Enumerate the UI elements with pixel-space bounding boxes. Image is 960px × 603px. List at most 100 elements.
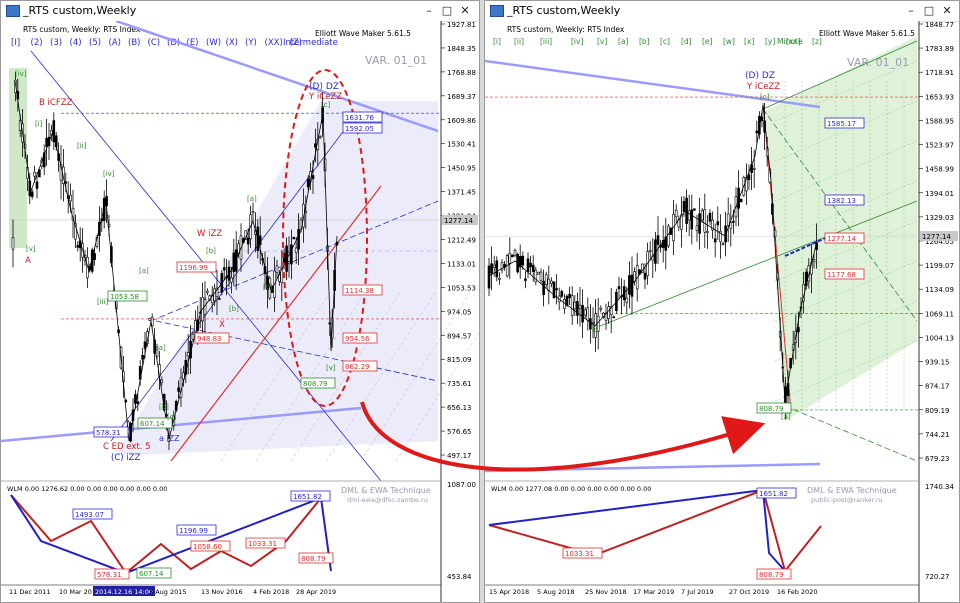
right-date-3: 17 Mar 2019: [633, 588, 674, 596]
right-pitch-grid-h: [774, 60, 918, 122]
right-candle: [544, 274, 548, 285]
left-candle: [35, 181, 39, 189]
right-candle: [703, 209, 707, 233]
left-candle: [268, 277, 272, 299]
left-date-2: 2014.12.16 14:00: [95, 588, 153, 596]
right-price-1585: 1585.17: [827, 120, 856, 128]
left-current-price-box: [442, 215, 478, 226]
right-sub-wave-b: b: [593, 326, 598, 334]
right-price-808-box: [756, 402, 792, 414]
right-candle: [693, 208, 696, 211]
left-candle: [45, 137, 48, 147]
maximize-button[interactable]: □: [923, 4, 935, 17]
left-axis-label-3: 1689.37: [447, 93, 476, 101]
left-sub-wave-1: [i]: [35, 120, 43, 128]
left-candle: [40, 159, 44, 167]
right-candle: [664, 236, 668, 251]
right-price-path: [488, 104, 818, 402]
right-osc-1033-box: [562, 547, 603, 559]
left-candle: [304, 211, 308, 214]
left-upper-channel-line: [115, 21, 439, 133]
right-candle: [565, 295, 569, 306]
left-chart-window[interactable]: _RTS custom,Weekly – □ ✕ RTS custom, Wee…: [0, 0, 480, 603]
left-wave-button-4: (5): [89, 38, 101, 48]
right-current-price-box: [920, 231, 958, 242]
right-candle: [695, 225, 699, 231]
right-candle: [508, 252, 512, 264]
left-candle: [93, 253, 96, 261]
left-candle: [258, 235, 262, 245]
right-candle: [552, 281, 556, 299]
right-wave-button-11: [x]: [744, 37, 754, 46]
right-axis-label-18: 679.23: [925, 455, 950, 463]
left-title-bar[interactable]: _RTS custom,Weekly – □ ✕: [1, 1, 479, 22]
right-candle: [716, 221, 720, 226]
right-title-bar[interactable]: _RTS custom,Weekly – □ ✕: [485, 1, 959, 22]
left-grid-dash: [290, 290, 402, 462]
left-price-1631: 1631.76: [345, 114, 374, 122]
right-pitch-grid-h: [774, 220, 918, 282]
left-sub-wave-10: [b]: [229, 305, 239, 313]
left-wave-w-izz: W iZZ: [197, 229, 222, 239]
right-candle: [583, 309, 587, 316]
left-price-1592: 1592.05: [345, 125, 374, 133]
right-price-1382: 1382.13: [827, 197, 856, 205]
left-plugin-label: Elliott Wave Maker 5.61.5: [315, 29, 411, 38]
maximize-button[interactable]: □: [441, 4, 453, 17]
right-price-808: 808.79: [759, 405, 784, 413]
right-axis-label-4: 1588.95: [925, 117, 954, 125]
right-candle: [706, 231, 709, 233]
right-price-1382-box: [824, 194, 865, 206]
right-candle: [573, 301, 577, 310]
right-wave-button-5: [a]: [618, 37, 629, 46]
close-button[interactable]: ✕: [460, 4, 470, 17]
right-candle: [500, 262, 504, 271]
left-candle: [64, 181, 68, 184]
left-chart-canvas[interactable]: RTS custom, Weekly: RTS Index[I] (2) (3) (4…: [1, 21, 480, 603]
right-osc-808-box: [756, 568, 792, 580]
left-sub-wave-7: [b]: [206, 247, 216, 255]
left-wave-button-1: (2): [31, 38, 43, 48]
right-candle: [758, 115, 761, 135]
left-candle: [141, 354, 144, 360]
left-price-1114: 1114.38: [345, 287, 374, 295]
minimize-button[interactable]: –: [426, 4, 432, 17]
right-osc-808: 808.79: [759, 571, 784, 579]
right-chart-window[interactable]: _RTS custom,Weekly – □ ✕ RTS custom, Wee…: [484, 0, 960, 603]
left-candle: [318, 136, 322, 139]
left-wave-y-iceczz: Y iCeZZ: [308, 92, 342, 102]
right-candle: [752, 168, 756, 170]
right-wave-button-12: [y]: [765, 37, 775, 46]
left-date-6: 28 Apr 2019: [296, 588, 336, 596]
right-candle: [797, 327, 800, 333]
left-candle: [251, 211, 255, 214]
right-osc-axis-top: 1740.34: [925, 483, 954, 491]
left-wave-button-14: (Z): [290, 38, 302, 48]
right-window-title: _RTS custom,Weekly: [507, 4, 621, 17]
right-pitch-grid-h: [774, 180, 918, 242]
minimize-button[interactable]: –: [908, 4, 914, 17]
left-osc-1196: 1196.99: [179, 527, 208, 535]
right-candle: [747, 174, 751, 180]
right-wave-button-13: [xx]: [786, 37, 801, 46]
left-price-1053-box: [107, 290, 148, 302]
right-candle: [578, 304, 582, 309]
left-osc-607-box: [136, 567, 172, 579]
right-chart-canvas[interactable]: RTS custom, Weekly: RTS Index [i] [ii] [iii…: [485, 21, 960, 603]
left-sub-wave-5: [v]: [26, 245, 36, 253]
right-candle: [534, 269, 538, 283]
left-price-954: 954.56: [345, 335, 370, 343]
right-axis-label-14: 939.15: [925, 359, 950, 367]
left-candle: [290, 244, 293, 265]
left-axis-label-14: 815.09: [447, 356, 472, 364]
left-price-948: 948.83: [197, 335, 222, 343]
left-candle: [213, 288, 216, 302]
left-osc-1058: 1058.60: [193, 543, 222, 551]
right-candle: [674, 209, 678, 218]
left-osc-sub: dml-ewa@dfsc-zambe.ru: [347, 496, 428, 504]
left-grid-dash: [325, 290, 437, 462]
left-osc-607: 607.14: [139, 570, 164, 578]
close-button[interactable]: ✕: [942, 4, 952, 17]
left-axis-label-1: 1848.35: [447, 45, 476, 53]
left-axis-label-5: 1530.41: [447, 141, 476, 149]
